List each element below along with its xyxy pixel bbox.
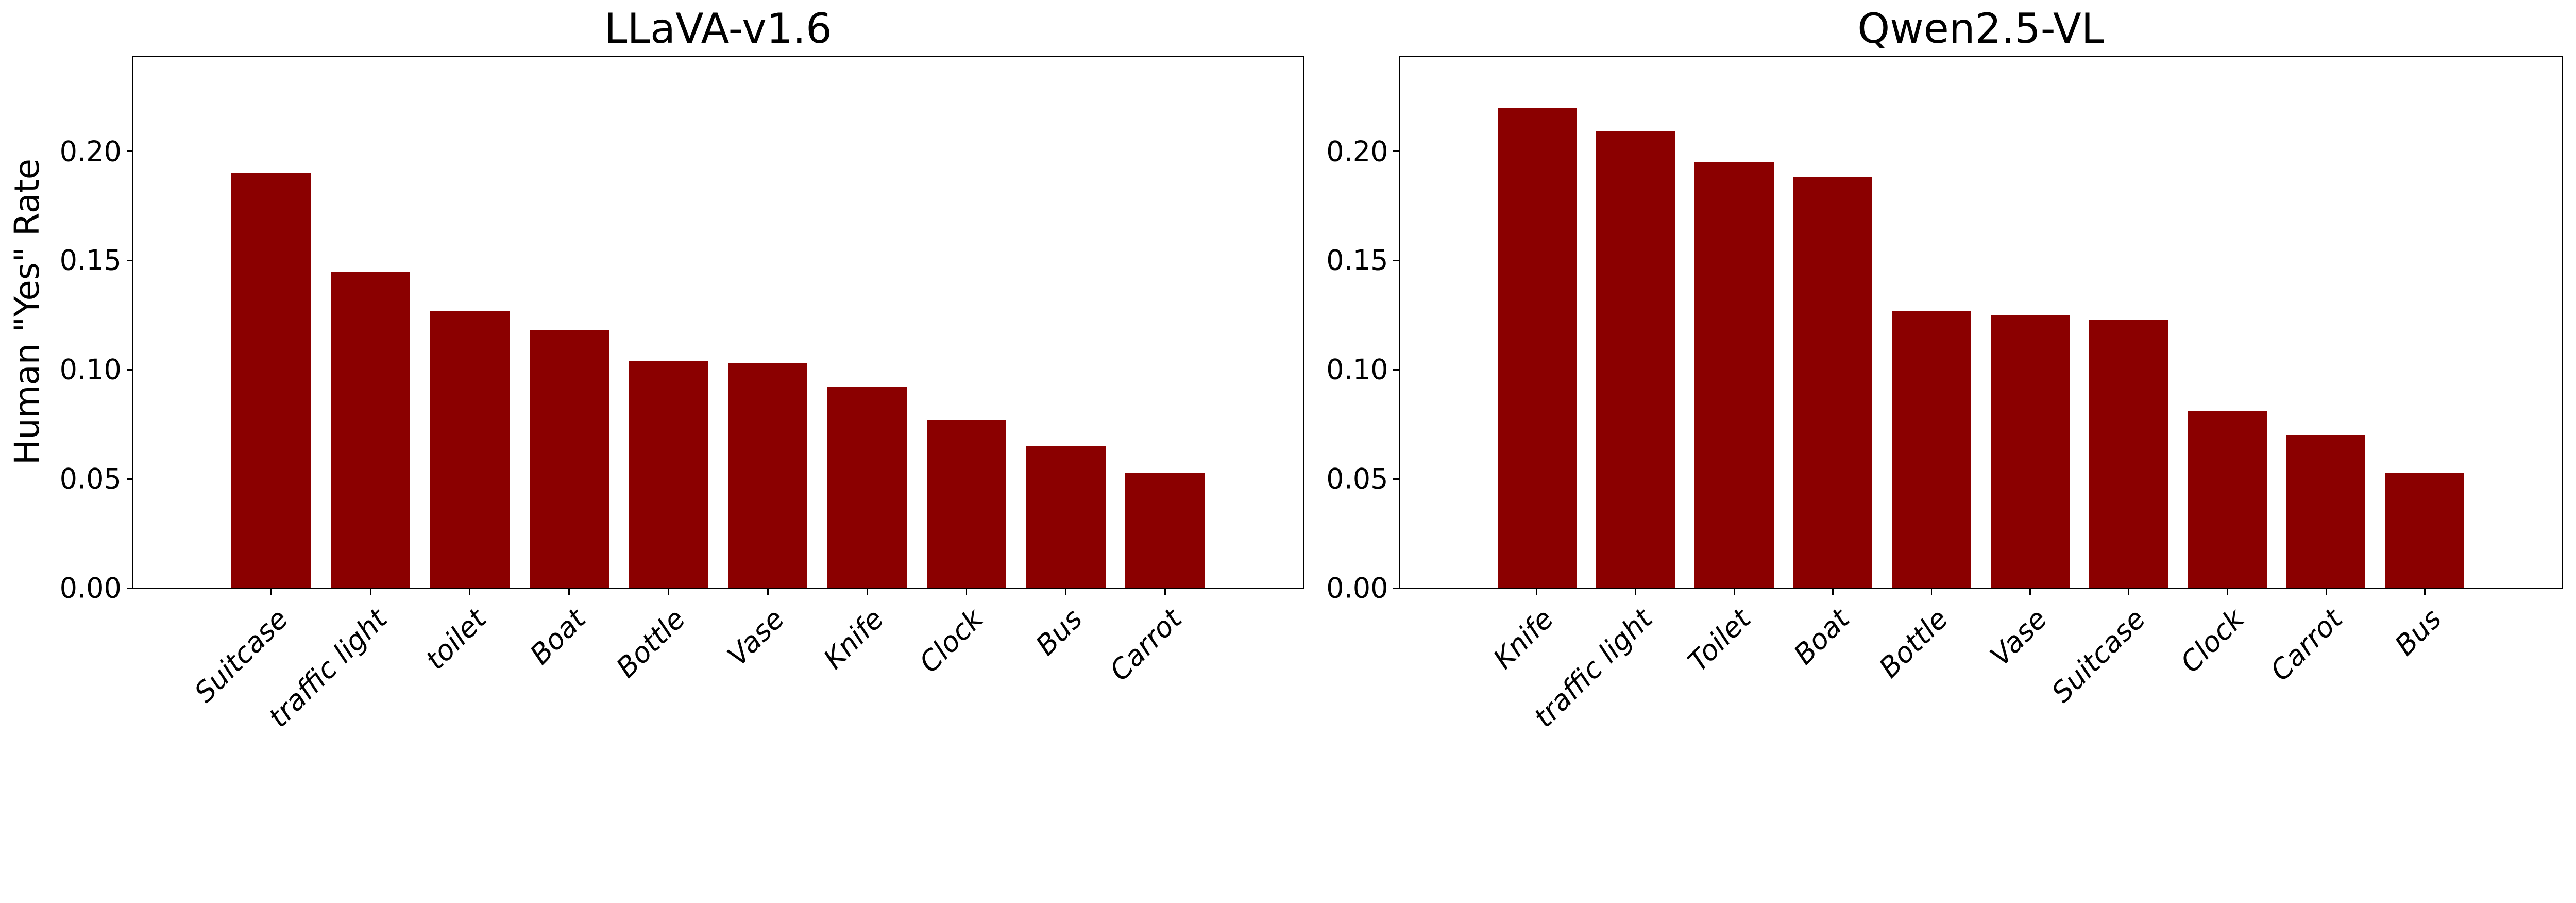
y-tick-mark	[126, 369, 133, 371]
bar-bottle	[1892, 310, 1971, 589]
x-tick-label: Carrot	[2264, 602, 2349, 687]
x-tick-mark	[1930, 588, 1933, 595]
bar-boat	[1793, 177, 1873, 589]
x-tick-label: Carrot	[1103, 602, 1188, 687]
x-tick-label: Knife	[1487, 602, 1560, 675]
x-tick-label: Vase	[721, 602, 791, 672]
y-tick-label: 0.05	[1326, 462, 1388, 495]
bar-suitcase	[231, 173, 311, 589]
x-tick-mark	[1832, 588, 1834, 595]
x-tick-label: Bus	[2388, 602, 2448, 662]
bar-vase	[728, 363, 808, 589]
x-tick-label: Knife	[817, 602, 890, 675]
x-tick-mark	[568, 588, 570, 595]
x-tick-label: Clock	[913, 602, 990, 679]
x-tick-mark	[1164, 588, 1166, 595]
x-tick-mark	[2424, 588, 2426, 595]
y-tick-label: 0.00	[1326, 572, 1388, 605]
y-tick-label: 0.20	[59, 135, 122, 168]
y-tick-mark	[126, 150, 133, 152]
figure: LLaVA-v1.6 Qwen2.5-VL Human "Yes" Rate 0…	[7, 4, 2563, 734]
x-tick-mark	[2029, 588, 2031, 595]
x-tick-mark	[866, 588, 868, 595]
x-tick-mark	[668, 588, 669, 595]
y-tick-label: 0.10	[59, 353, 122, 386]
y-axis-label: Human "Yes" Rate	[7, 159, 47, 465]
bar-knife	[827, 387, 907, 589]
plot-area-qwen: 0.00 0.05 0.10 0.15 0.20 Knife traffic light To…	[1326, 56, 2563, 733]
y-tick-label: 0.05	[59, 462, 122, 495]
y-tick-mark	[1393, 587, 1400, 589]
chart-title-qwen: Qwen2.5-VL	[1857, 4, 2105, 53]
bar-bottle	[629, 361, 708, 589]
bar-clock	[926, 420, 1006, 589]
bar-carrot	[1125, 472, 1205, 589]
bar-carrot	[2286, 435, 2366, 589]
x-tick-mark	[965, 588, 968, 595]
bar-bus	[1026, 446, 1106, 589]
x-tick-label: Suitcase	[2045, 602, 2152, 709]
x-tick-mark	[1536, 588, 1538, 595]
x-tick-mark	[1635, 588, 1636, 595]
x-tick-label: toilet	[419, 602, 493, 676]
bar-knife	[1497, 107, 1577, 589]
chart-title-llava: LLaVA-v1.6	[604, 4, 832, 53]
x-tick-mark	[2325, 588, 2327, 595]
x-tick-mark	[1065, 588, 1066, 595]
bar-toilet	[430, 310, 510, 589]
y-tick-label: 0.15	[1326, 244, 1388, 277]
x-tick-label: Toilet	[1682, 602, 1757, 678]
x-tick-mark	[1733, 588, 1735, 595]
x-tick-label: Boat	[1787, 602, 1856, 671]
x-tick-label: Bottle	[609, 602, 692, 684]
x-tick-label: Clock	[2174, 602, 2250, 679]
x-tick-label: Suitcase	[188, 602, 294, 709]
x-tick-mark	[767, 588, 769, 595]
y-tick-mark	[126, 478, 133, 480]
x-tick-label: Boat	[523, 602, 592, 671]
bar-suitcase	[2089, 319, 2168, 589]
x-tick-mark	[369, 588, 371, 595]
y-tick-mark	[1393, 150, 1400, 152]
x-tick-mark	[469, 588, 471, 595]
y-tick-mark	[126, 587, 133, 589]
bar-toilet	[1694, 162, 1774, 589]
bar-traffic-light	[331, 271, 411, 589]
y-tick-label: 0.15	[59, 244, 122, 277]
bar-traffic-light	[1596, 131, 1675, 589]
y-tick-mark	[126, 260, 133, 261]
x-tick-label: Bottle	[1873, 602, 1955, 684]
x-tick-label: Bus	[1029, 602, 1089, 662]
y-tick-label: 0.20	[1326, 135, 1388, 168]
x-tick-mark	[270, 588, 272, 595]
bar-vase	[1990, 315, 2070, 589]
x-tick-mark	[2227, 588, 2228, 595]
y-tick-mark	[1393, 478, 1400, 480]
plot-area-llava: 0.00 0.05 0.10 0.15 0.20 Suitcase traffic ligh…	[60, 56, 1304, 733]
bar-bus	[2385, 472, 2464, 589]
y-tick-mark	[1393, 369, 1400, 371]
y-tick-label: 0.00	[59, 572, 122, 605]
x-tick-label: Vase	[1984, 602, 2054, 672]
bar-clock	[2188, 411, 2267, 589]
bar-boat	[529, 330, 609, 589]
x-tick-mark	[2128, 588, 2130, 595]
y-tick-label: 0.10	[1326, 353, 1388, 386]
y-tick-mark	[1393, 260, 1400, 261]
